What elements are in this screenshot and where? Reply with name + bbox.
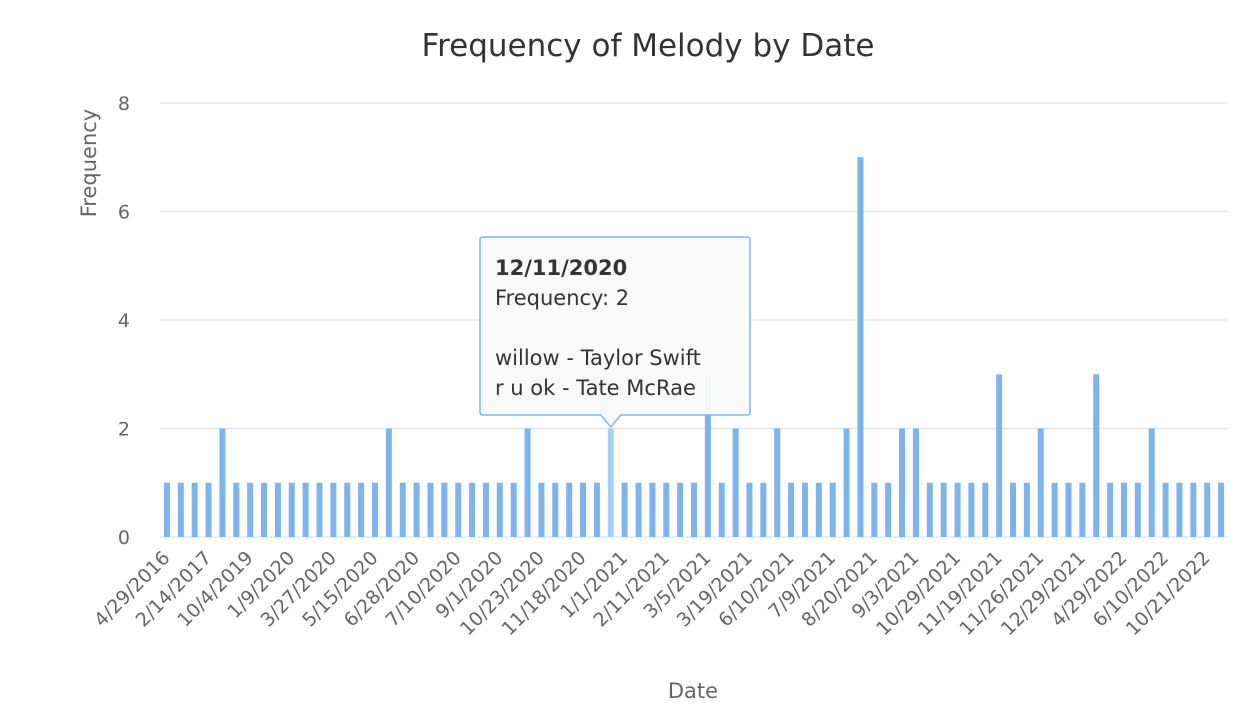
chart-title: Frequency of Melody by Date [422, 28, 875, 64]
bar [427, 482, 434, 537]
bar [607, 428, 614, 537]
bar [1176, 482, 1183, 537]
y-tick-label: 4 [118, 310, 130, 332]
bar [482, 482, 489, 537]
bar [1218, 482, 1225, 537]
bar [871, 482, 878, 537]
tooltip-box [479, 236, 751, 429]
bar [302, 482, 309, 537]
bar [857, 157, 864, 537]
bar [1120, 482, 1127, 537]
bar [510, 482, 517, 537]
bar [788, 482, 795, 537]
bar [316, 482, 323, 537]
bar [677, 482, 684, 537]
bar [441, 482, 448, 537]
bar [912, 428, 919, 537]
bar [177, 482, 184, 537]
y-axis-title: Frequency [77, 109, 101, 218]
bar [1134, 482, 1141, 537]
tooltip-item: willow - Taylor Swift [495, 346, 701, 370]
bar [843, 428, 850, 537]
bar [413, 482, 420, 537]
bar [746, 482, 753, 537]
bar [940, 482, 947, 537]
bar [996, 374, 1003, 537]
bar [1148, 428, 1155, 537]
bar [926, 482, 933, 537]
bar [635, 482, 642, 537]
bar [718, 482, 725, 537]
bar [455, 482, 462, 537]
bar [330, 482, 337, 537]
bar [1107, 482, 1114, 537]
bar [1190, 482, 1197, 537]
bar [732, 428, 739, 537]
bar [566, 482, 573, 537]
bar [982, 482, 989, 537]
y-tick-label: 8 [118, 93, 130, 115]
bar [968, 482, 975, 537]
bar [358, 482, 365, 537]
bar [205, 482, 212, 537]
tooltip: 12/11/2020 Frequency: 2 willow - Taylor Sw… [479, 236, 751, 429]
y-tick-label: 2 [118, 419, 130, 441]
y-tick-label: 6 [118, 202, 130, 224]
bar [593, 482, 600, 537]
tooltip-value: Frequency: 2 [495, 286, 629, 310]
bar [552, 482, 559, 537]
bar [621, 482, 628, 537]
tooltip-date: 12/11/2020 [495, 256, 627, 280]
bar [1051, 482, 1058, 537]
bar [801, 482, 808, 537]
bar [954, 482, 961, 537]
bar [580, 482, 587, 537]
bar [399, 482, 406, 537]
bar [1023, 482, 1030, 537]
bar [469, 482, 476, 537]
tooltip-item: r u ok - Tate McRae [495, 376, 696, 400]
bar [760, 482, 767, 537]
bar [1162, 482, 1169, 537]
x-axis-title: Date [668, 679, 718, 703]
bar [829, 482, 836, 537]
bar [496, 482, 503, 537]
bar [538, 482, 545, 537]
bar [524, 428, 531, 537]
bar [691, 482, 697, 537]
bar [1204, 482, 1211, 537]
y-tick-label: 0 [118, 527, 130, 549]
bar [233, 482, 240, 537]
bar [247, 482, 254, 537]
bar [261, 482, 268, 537]
bar [191, 482, 198, 537]
bar [649, 482, 656, 537]
bar [1010, 482, 1017, 537]
bar [274, 482, 281, 537]
bar [1093, 374, 1100, 537]
bar [885, 482, 892, 537]
bar [663, 482, 670, 537]
bar [899, 428, 906, 537]
bar [385, 428, 392, 537]
bar [344, 482, 351, 537]
bar [1037, 428, 1044, 537]
bar [288, 482, 295, 537]
bar [219, 428, 226, 537]
bar [704, 374, 711, 537]
bar [815, 482, 822, 537]
bar [1079, 482, 1086, 537]
bar [1065, 482, 1072, 537]
bar [774, 428, 781, 537]
bar [371, 482, 378, 537]
bar [163, 482, 170, 537]
